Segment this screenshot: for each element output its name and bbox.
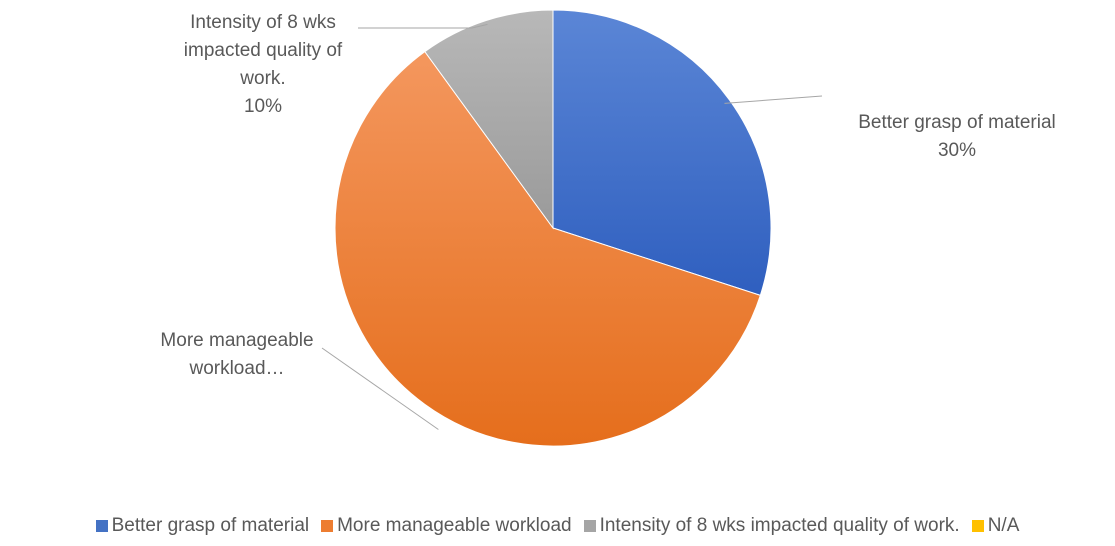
data-labels: Better grasp of material 30% More manageab… — [160, 12, 1055, 379]
legend-label: N/A — [987, 515, 1020, 536]
legend-swatch — [971, 520, 984, 532]
leader-line-more-manageable-workload — [321, 347, 439, 430]
data-label-intensity-of-8-wks-impacted-quality-of-work: Intensity of 8 wks impacted quality of wor… — [184, 12, 343, 117]
pie-slice-better-grasp-of-material — [552, 9, 772, 296]
legend: Better grasp of material More manageable … — [0, 512, 1115, 540]
pie-slice-intensity-of-8-wks-impacted-quality-of-work — [424, 9, 554, 230]
data-label-line: workload… — [188, 358, 284, 379]
legend-label: Better grasp of material — [111, 515, 310, 536]
data-label-line: More manageable — [160, 330, 313, 351]
data-label-line: 10% — [244, 96, 282, 117]
legend-label: Intensity of 8 wks impacted quality of w… — [599, 515, 960, 536]
legend-swatch — [95, 520, 108, 532]
legend-item-more-manageable-workload: More manageable workload — [321, 515, 572, 537]
legend-swatch — [583, 520, 596, 532]
data-label-more-manageable-workload: More manageable workload… — [160, 330, 313, 379]
data-label-better-grasp-of-material: Better grasp of material 30% — [858, 112, 1055, 161]
legend-swatch — [321, 520, 334, 532]
data-label-line: Better grasp of material — [858, 112, 1055, 133]
data-label-line: impacted quality of — [184, 40, 343, 61]
data-label-line: Intensity of 8 wks — [190, 12, 336, 33]
legend-label: More manageable workload — [337, 515, 572, 536]
data-label-line: 30% — [938, 140, 976, 161]
data-label-line: work. — [239, 68, 285, 89]
legend-item-intensity-of-8-wks-impacted-quality-of-work: Intensity of 8 wks impacted quality of w… — [583, 515, 960, 537]
pie-slices — [334, 9, 772, 447]
legend-item-better-grasp-of-material: Better grasp of material — [95, 515, 310, 537]
leader-lines — [321, 23, 823, 430]
leader-line-better-grasp-of-material — [724, 95, 823, 104]
legend-item-n-a: N/A — [971, 515, 1020, 537]
leader-line-intensity-of-8-wks-impacted-quality-of-work — [358, 23, 488, 29]
pie-slice-more-manageable-workload — [334, 50, 761, 447]
